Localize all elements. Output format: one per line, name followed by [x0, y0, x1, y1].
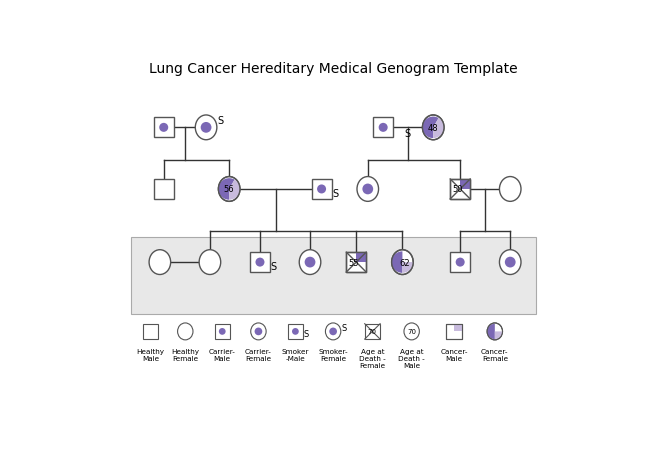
Circle shape [201, 123, 211, 134]
Text: S: S [405, 129, 411, 139]
Text: 50: 50 [452, 185, 463, 194]
Circle shape [255, 328, 263, 336]
Text: 55: 55 [348, 258, 359, 267]
Text: 70: 70 [368, 329, 377, 335]
Ellipse shape [392, 250, 413, 275]
Polygon shape [346, 252, 366, 273]
Text: S: S [304, 330, 309, 339]
Text: S: S [218, 116, 224, 126]
Text: 70: 70 [407, 329, 416, 335]
Ellipse shape [251, 323, 266, 340]
Wedge shape [487, 324, 495, 339]
Polygon shape [450, 252, 470, 273]
Circle shape [219, 328, 226, 335]
Text: Carrier-
Female: Carrier- Female [245, 348, 272, 362]
Ellipse shape [199, 250, 221, 275]
Text: 48: 48 [428, 123, 439, 133]
Ellipse shape [149, 250, 171, 275]
Text: 62: 62 [399, 258, 410, 267]
Ellipse shape [499, 177, 521, 202]
Text: Cancer-
Female: Cancer- Female [481, 348, 508, 362]
Circle shape [159, 123, 168, 133]
Wedge shape [422, 118, 439, 139]
Ellipse shape [299, 250, 321, 275]
Wedge shape [229, 180, 240, 200]
Ellipse shape [326, 323, 341, 340]
Ellipse shape [195, 116, 217, 140]
FancyBboxPatch shape [131, 238, 536, 315]
Polygon shape [373, 118, 393, 138]
Text: Healthy
Female: Healthy Female [172, 348, 200, 362]
Wedge shape [218, 179, 235, 200]
Polygon shape [311, 179, 332, 200]
Circle shape [379, 123, 387, 133]
Wedge shape [495, 332, 502, 339]
Wedge shape [402, 263, 413, 273]
Circle shape [330, 328, 337, 336]
Wedge shape [392, 252, 402, 273]
Ellipse shape [422, 116, 444, 140]
Text: S: S [342, 323, 347, 332]
Polygon shape [288, 324, 303, 339]
Polygon shape [153, 118, 174, 138]
Ellipse shape [404, 323, 419, 340]
Ellipse shape [487, 323, 502, 340]
Text: Age at
Death -
Female: Age at Death - Female [359, 348, 385, 369]
Polygon shape [450, 179, 470, 200]
Ellipse shape [357, 177, 378, 202]
Text: Smoker
-Male: Smoker -Male [281, 348, 309, 362]
Polygon shape [250, 252, 270, 273]
Polygon shape [454, 324, 462, 332]
Circle shape [505, 257, 515, 268]
Wedge shape [433, 119, 444, 139]
Polygon shape [153, 179, 174, 200]
Text: Healthy
Male: Healthy Male [136, 348, 164, 362]
Circle shape [317, 185, 326, 194]
Polygon shape [214, 324, 230, 339]
Polygon shape [447, 324, 461, 339]
Circle shape [305, 257, 315, 268]
Circle shape [456, 258, 465, 267]
Text: S: S [332, 189, 339, 199]
Text: 56: 56 [224, 185, 235, 194]
Text: Smoker-
Female: Smoker- Female [318, 348, 348, 362]
Text: S: S [271, 262, 277, 272]
Polygon shape [460, 179, 470, 190]
Text: Age at
Death -
Male: Age at Death - Male [398, 348, 425, 369]
Circle shape [255, 258, 265, 267]
Ellipse shape [499, 250, 521, 275]
Circle shape [363, 184, 373, 195]
Polygon shape [365, 324, 380, 339]
Circle shape [292, 328, 299, 335]
Ellipse shape [218, 177, 240, 202]
Text: Cancer-
Male: Cancer- Male [440, 348, 468, 362]
Text: Carrier-
Male: Carrier- Male [209, 348, 236, 362]
Polygon shape [143, 324, 159, 339]
Ellipse shape [177, 323, 193, 340]
Polygon shape [356, 252, 366, 263]
Text: Lung Cancer Hereditary Medical Genogram Template: Lung Cancer Hereditary Medical Genogram … [149, 62, 517, 76]
